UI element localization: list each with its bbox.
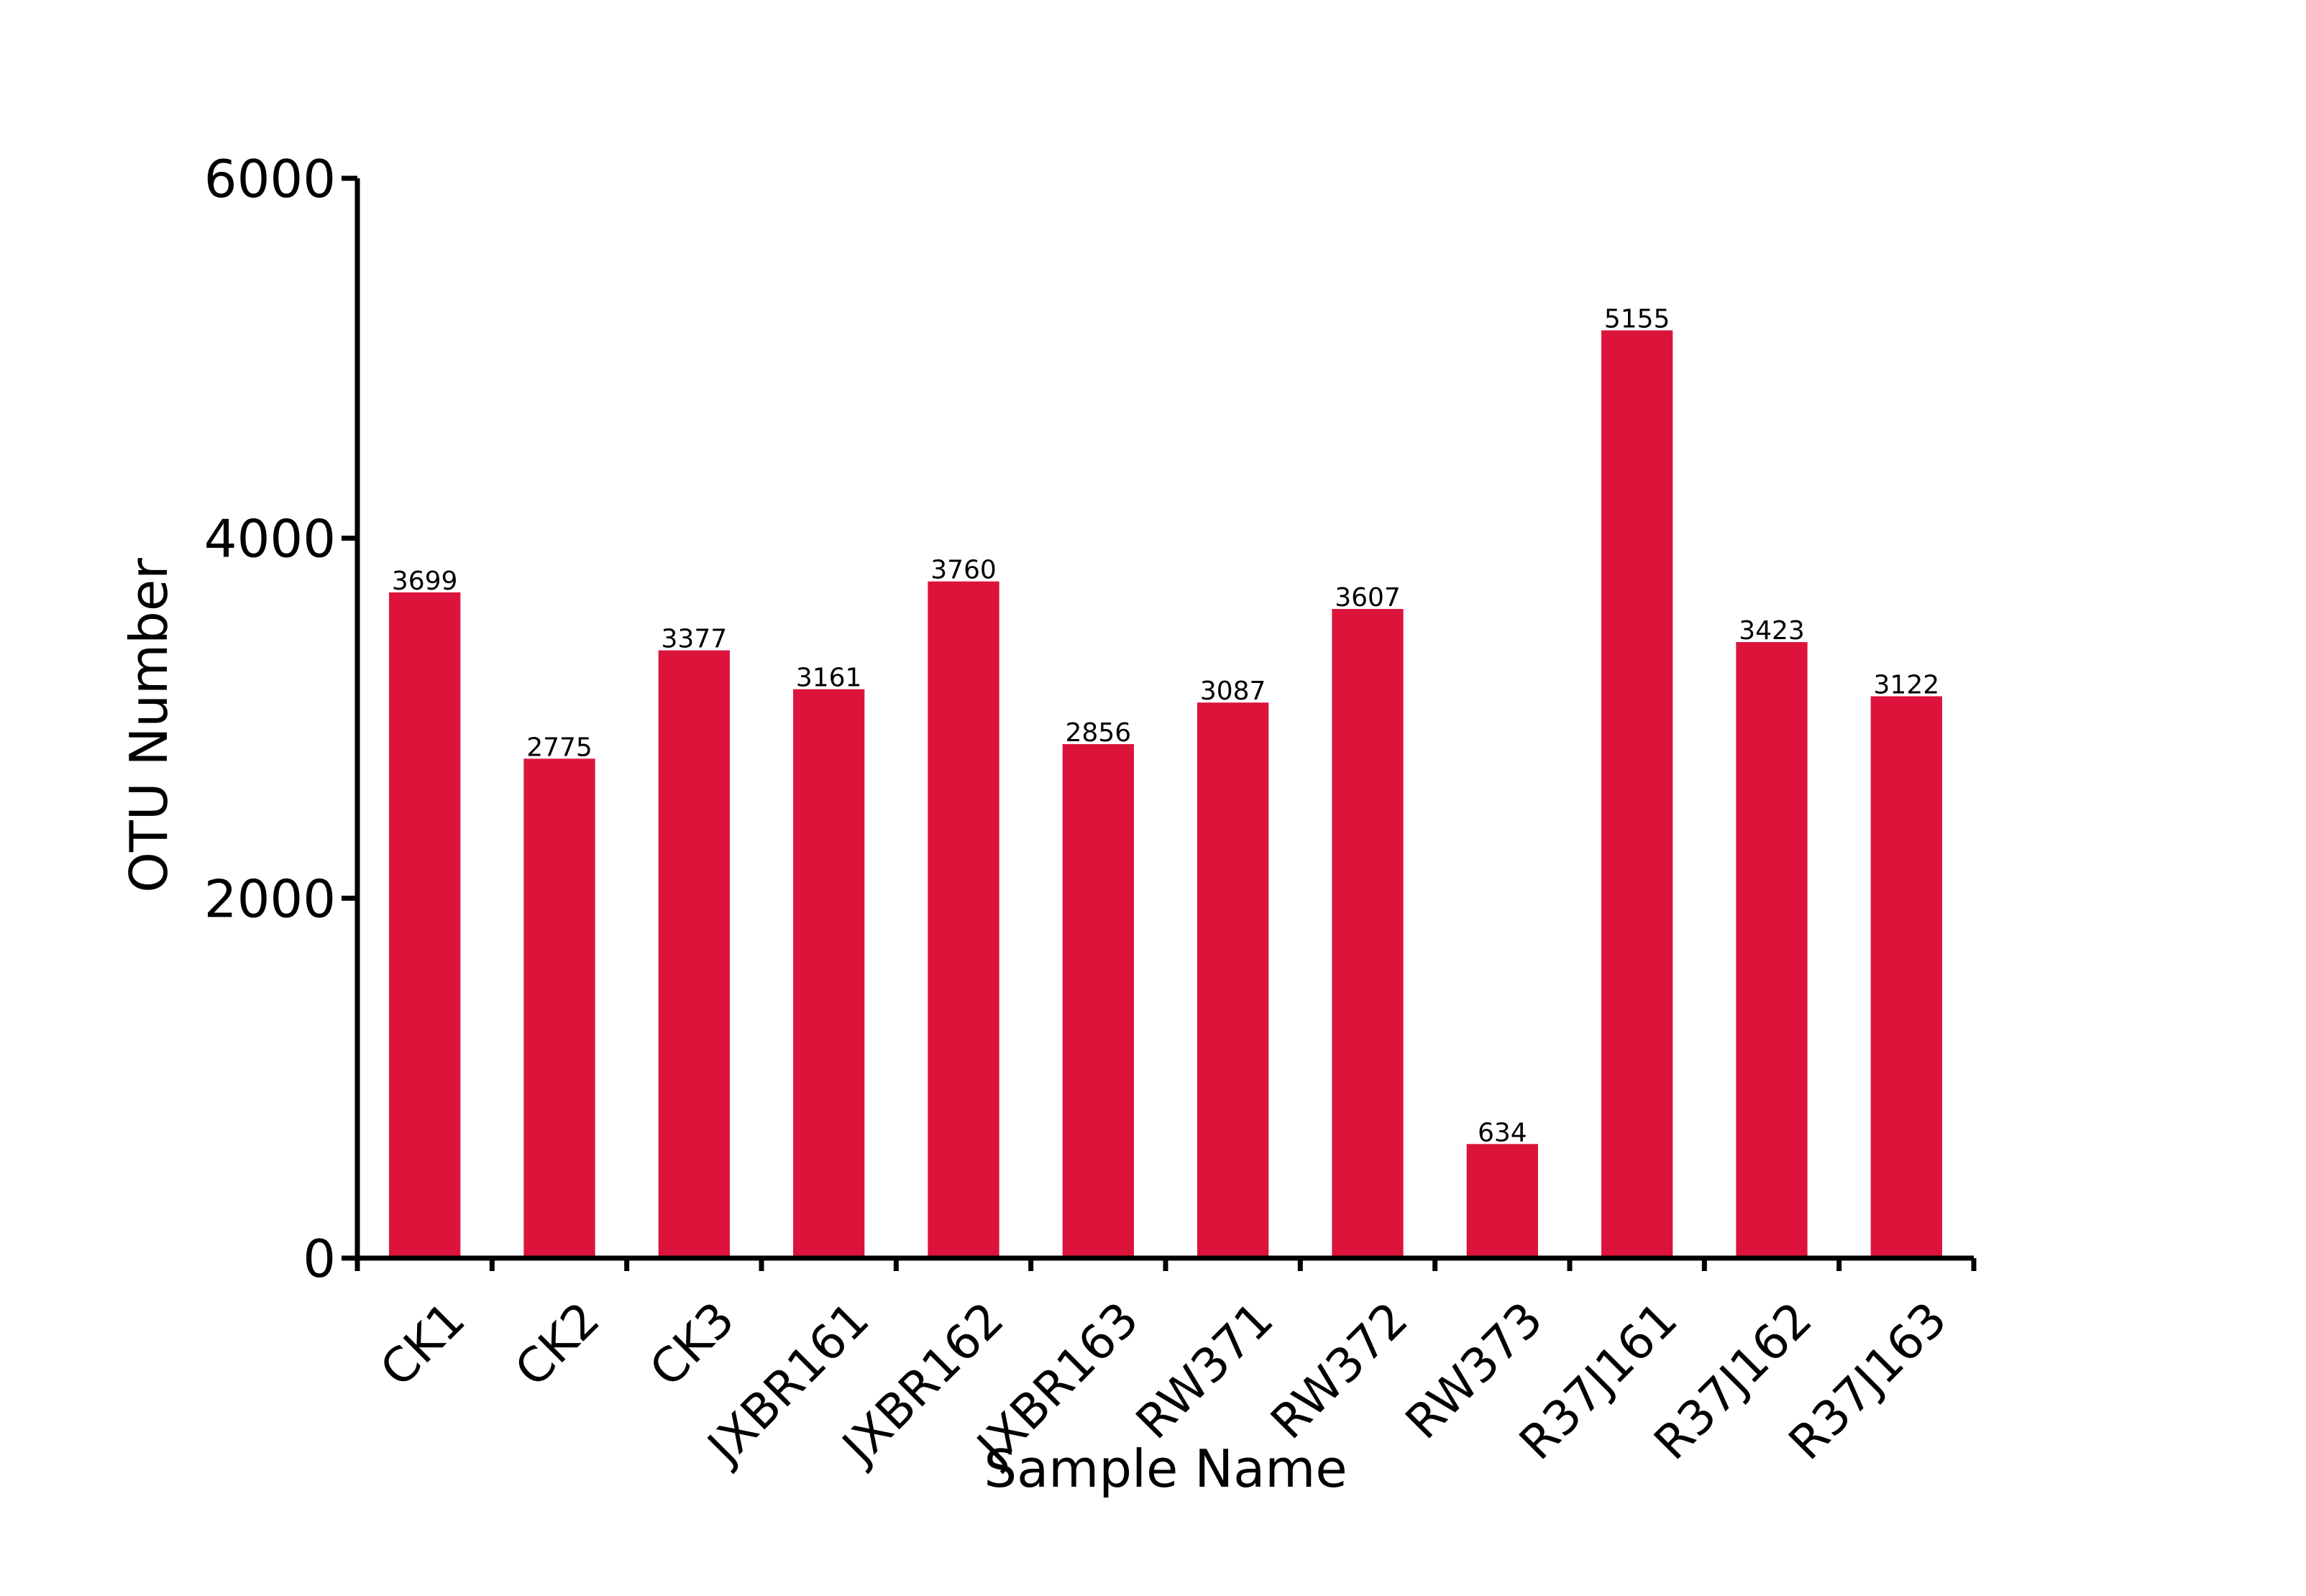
x-tick-label-rw372: RW372 [1260, 1291, 1419, 1449]
axes-group [354, 178, 1974, 1261]
data-labels-group: 3699 2775 3377 3161 3760 2856 3087 3607 634 5155 3… [392, 305, 1939, 1148]
data-label-r37j161: 5155 [1604, 305, 1670, 334]
y-axis-title: OTU Number [119, 558, 179, 893]
y-tick-label: 6000 [204, 149, 336, 209]
x-tick-label-ck1: CK1 [370, 1291, 475, 1397]
bars-group [389, 330, 1942, 1258]
data-label-r37j163: 3122 [1874, 670, 1940, 700]
x-tick-label-rw371: RW371 [1125, 1291, 1284, 1449]
bar-rw371 [1197, 702, 1269, 1258]
data-label-ck3: 3377 [662, 625, 728, 654]
data-label-r37j162: 3423 [1739, 616, 1805, 646]
data-label-jxbr162: 3760 [930, 556, 997, 585]
y-tick-label: 2000 [204, 868, 336, 929]
data-label-ck1: 3699 [392, 567, 458, 596]
bar-rw372 [1332, 609, 1404, 1258]
x-tick-label-ck3: CK3 [639, 1291, 745, 1397]
bar-r37j163 [1870, 696, 1942, 1258]
bar-r37j162 [1736, 642, 1808, 1258]
data-label-ck2: 2775 [526, 733, 592, 762]
bar-jxbr162 [928, 581, 999, 1258]
bar-ck3 [658, 650, 730, 1258]
x-axis-title: Sample Name [984, 1439, 1347, 1499]
bar-rw373 [1466, 1144, 1538, 1258]
data-label-jxbr163: 2856 [1066, 718, 1132, 748]
y-tick-label: 0 [303, 1229, 336, 1289]
data-label-jxbr161: 3161 [796, 664, 862, 693]
y-tick-label: 4000 [204, 509, 336, 569]
bar-ck1 [389, 592, 461, 1258]
data-label-rw371: 3087 [1200, 677, 1266, 706]
data-label-rw372: 3607 [1335, 583, 1401, 613]
bar-jxbr163 [1062, 744, 1134, 1258]
bar-ck2 [523, 758, 595, 1258]
bar-jxbr161 [793, 689, 865, 1258]
y-ticks-group: 0 2000 4000 6000 [204, 149, 357, 1289]
bar-r37j161 [1601, 330, 1673, 1258]
data-label-rw373: 634 [1478, 1118, 1527, 1147]
x-tick-label-ck2: CK2 [504, 1291, 610, 1397]
